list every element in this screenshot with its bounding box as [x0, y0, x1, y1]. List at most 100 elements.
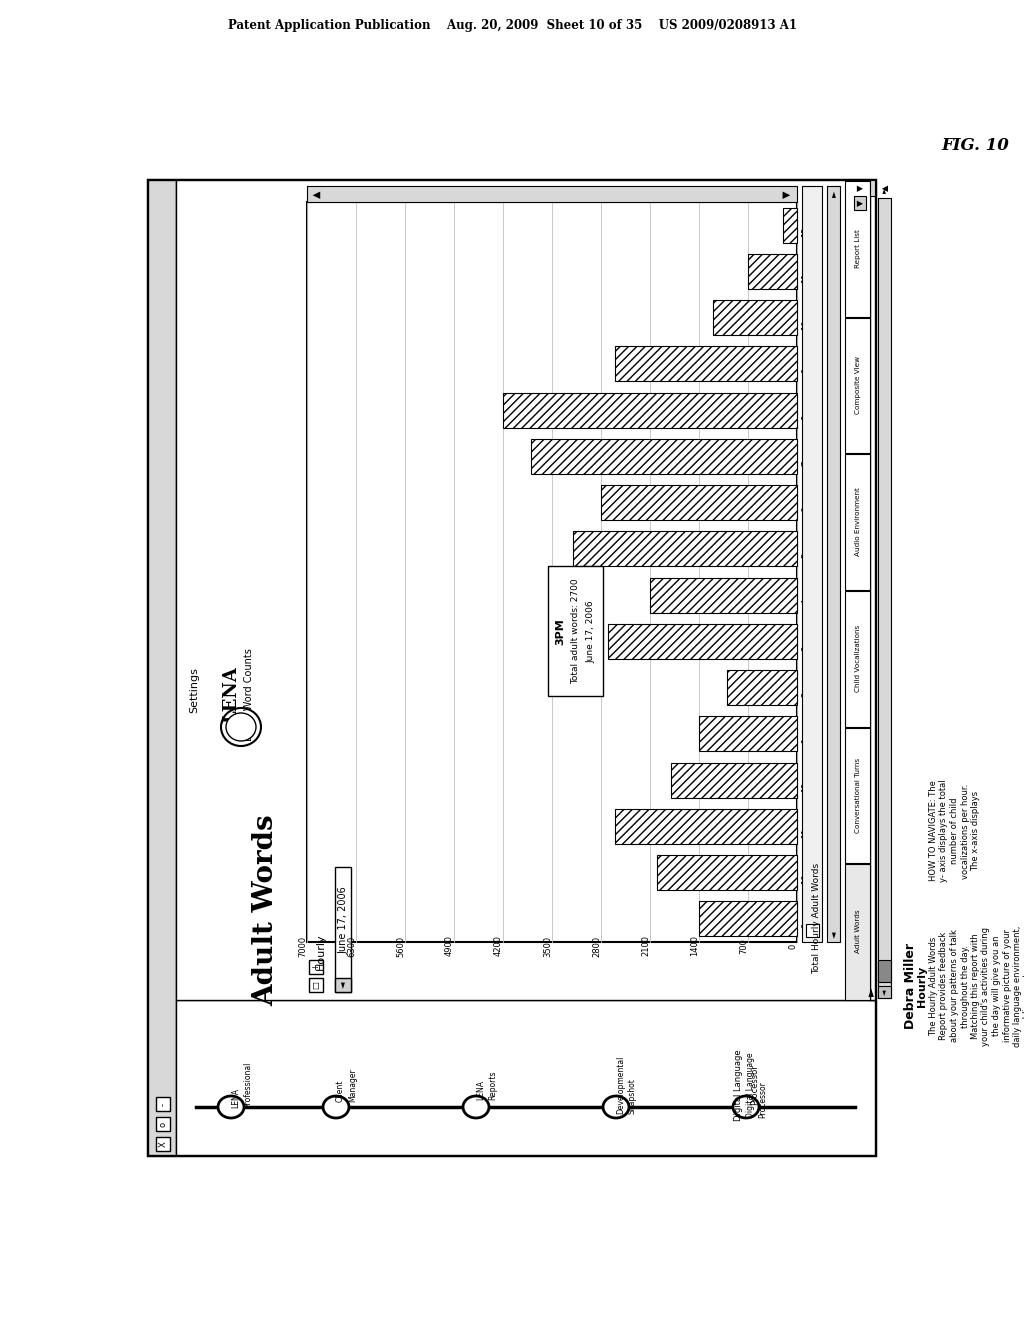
Text: Digital Language
Processor: Digital Language Processor — [746, 1052, 767, 1118]
Text: 3500: 3500 — [543, 936, 552, 957]
Polygon shape — [845, 727, 870, 863]
Text: 8pm: 8pm — [802, 401, 811, 420]
Polygon shape — [176, 180, 874, 1001]
Polygon shape — [307, 186, 797, 202]
Text: +: + — [311, 964, 321, 970]
Polygon shape — [827, 186, 840, 942]
Ellipse shape — [226, 713, 256, 741]
Text: Child Vocalizations: Child Vocalizations — [855, 624, 861, 692]
Text: Report List: Report List — [855, 228, 861, 268]
Text: 11am: 11am — [802, 814, 811, 838]
Polygon shape — [615, 809, 797, 843]
Text: Total Hourly Adult Words: Total Hourly Adult Words — [812, 862, 821, 974]
Polygon shape — [748, 253, 797, 289]
Text: Digital Language: Digital Language — [734, 1049, 743, 1121]
Text: ▲: ▲ — [312, 190, 322, 198]
Polygon shape — [870, 180, 874, 195]
Ellipse shape — [603, 1096, 629, 1118]
Polygon shape — [156, 1117, 170, 1131]
Text: June 17, 2006: June 17, 2006 — [338, 886, 348, 954]
Text: Debra Miller: Debra Miller — [904, 942, 918, 1030]
Text: Report provides feedback: Report provides feedback — [939, 932, 948, 1040]
Text: ▼: ▼ — [855, 199, 864, 206]
Text: Conversational Turns: Conversational Turns — [855, 758, 861, 833]
Text: 10pm: 10pm — [802, 306, 811, 330]
Ellipse shape — [218, 1096, 244, 1118]
Text: Patent Application Publication    Aug. 20, 2009  Sheet 10 of 35    US 2009/02089: Patent Application Publication Aug. 20, … — [227, 18, 797, 32]
Text: June 17, 2006: June 17, 2006 — [587, 601, 596, 663]
Text: Audio Environment: Audio Environment — [855, 487, 861, 556]
Text: 0: 0 — [788, 944, 797, 949]
Text: ►: ► — [867, 987, 878, 997]
Polygon shape — [845, 591, 870, 727]
Text: ▼: ▼ — [855, 185, 864, 191]
Text: Total adult words: 2700: Total adult words: 2700 — [571, 578, 580, 684]
Text: o: o — [159, 1122, 168, 1126]
Ellipse shape — [733, 1096, 759, 1118]
Polygon shape — [783, 207, 797, 243]
Polygon shape — [854, 195, 866, 210]
Polygon shape — [845, 181, 870, 317]
Polygon shape — [699, 717, 797, 751]
Polygon shape — [671, 763, 797, 797]
Ellipse shape — [323, 1096, 349, 1118]
Text: 700: 700 — [739, 939, 748, 954]
Text: The x-axis displays: The x-axis displays — [971, 791, 980, 871]
Text: LENA
Professional: LENA Professional — [231, 1061, 252, 1109]
Text: The Hourly Adult Words: The Hourly Adult Words — [929, 936, 938, 1036]
Polygon shape — [307, 202, 797, 942]
Text: ◄: ◄ — [829, 932, 839, 939]
Polygon shape — [713, 300, 797, 335]
Polygon shape — [335, 867, 351, 993]
Text: Settings: Settings — [189, 667, 199, 713]
Polygon shape — [148, 180, 176, 1155]
Polygon shape — [650, 578, 797, 612]
Polygon shape — [878, 986, 891, 998]
Polygon shape — [845, 454, 870, 590]
Text: ►: ► — [829, 191, 839, 197]
Text: 4pm: 4pm — [802, 586, 811, 605]
Text: LENA: LENA — [222, 667, 240, 723]
Text: throughout the day.: throughout the day. — [961, 945, 970, 1027]
Text: 12am: 12am — [802, 214, 811, 238]
Text: 2800: 2800 — [592, 936, 601, 957]
Polygon shape — [309, 978, 323, 993]
Text: 6300: 6300 — [347, 936, 356, 957]
Text: Client
Manager: Client Manager — [336, 1068, 356, 1102]
Text: FIG. 10: FIG. 10 — [941, 136, 1009, 153]
Text: LENA
Reports: LENA Reports — [476, 1071, 497, 1100]
Polygon shape — [601, 484, 797, 520]
Text: ◄: ◄ — [339, 982, 347, 989]
Polygon shape — [156, 1097, 170, 1111]
Text: daily language environment,: daily language environment, — [1013, 925, 1022, 1047]
Text: your child's activities during: your child's activities during — [981, 927, 990, 1045]
Text: X: X — [159, 1140, 168, 1147]
Text: Hourly: Hourly — [918, 965, 927, 1007]
Text: 9pm: 9pm — [802, 355, 811, 374]
Polygon shape — [699, 902, 797, 936]
Polygon shape — [845, 318, 870, 453]
Polygon shape — [148, 180, 874, 1155]
Polygon shape — [657, 855, 797, 890]
Polygon shape — [335, 978, 351, 993]
Text: Every Word Counts: Every Word Counts — [244, 648, 254, 742]
Polygon shape — [878, 198, 891, 998]
Text: 5pm: 5pm — [802, 540, 811, 558]
Polygon shape — [870, 180, 874, 1001]
Text: ▲: ▲ — [881, 185, 890, 191]
Text: 9am: 9am — [802, 909, 811, 928]
Text: 12am: 12am — [802, 768, 811, 792]
Polygon shape — [608, 624, 797, 659]
Text: HOW TO NAVIGATE: The: HOW TO NAVIGATE: The — [929, 780, 938, 882]
Text: 7000: 7000 — [298, 936, 307, 957]
Text: 2pm: 2pm — [802, 678, 811, 697]
Polygon shape — [548, 566, 603, 697]
Text: 5600: 5600 — [396, 936, 406, 957]
Text: 1pm: 1pm — [802, 725, 811, 743]
Text: Matching this report with: Matching this report with — [971, 933, 980, 1039]
Text: about your patterns of talk: about your patterns of talk — [950, 929, 959, 1043]
Polygon shape — [806, 924, 819, 937]
Text: 4900: 4900 — [445, 936, 454, 957]
Text: 2100: 2100 — [641, 936, 650, 957]
Text: 11pm: 11pm — [802, 259, 811, 284]
